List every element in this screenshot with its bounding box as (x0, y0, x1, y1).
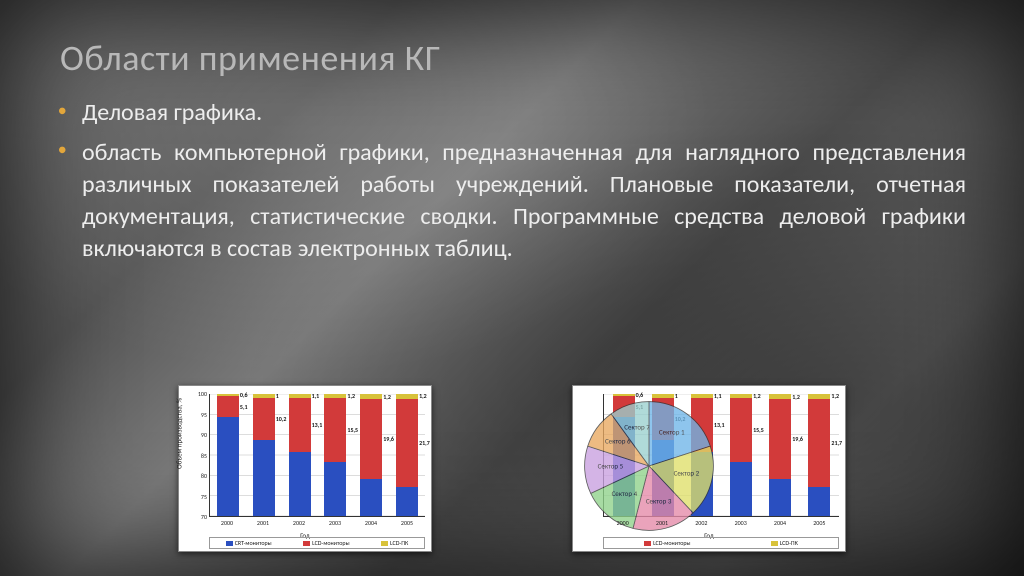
svg-text:Сектор 6: Сектор 6 (605, 436, 631, 445)
slide: Области применения КГ Деловая графика. о… (0, 0, 1024, 576)
svg-text:Сектор 3: Сектор 3 (646, 496, 672, 505)
bullet-1: Деловая графика. (58, 98, 966, 127)
chart-composite: 5,10,610,2113,11,115,51,219,61,221,71,2 … (572, 385, 846, 552)
x-ticks: 200020012002200320042005 (603, 519, 839, 527)
chart-stacked-bar: Объем производства, % 707580859095100 5,… (178, 385, 432, 552)
charts-row: Объем производства, % 707580859095100 5,… (0, 385, 1024, 552)
svg-text:Сектор 7: Сектор 7 (624, 422, 650, 431)
svg-text:Сектор 5: Сектор 5 (598, 461, 624, 470)
bullet-list: Деловая графика. область компьютерной гр… (58, 98, 966, 266)
legend: LCD-мониторыLCD-ПК (603, 537, 839, 549)
pie-overlay: Сектор 1 Сектор 2 Сектор 3 Сектор 4 Сектор 5… (579, 396, 719, 536)
y-ticks: 707580859095100 (193, 394, 207, 517)
bullet-2: область компьютерной графики, предназнач… (58, 137, 966, 266)
gridlines (210, 394, 425, 516)
svg-text:Сектор 4: Сектор 4 (612, 489, 638, 498)
x-ticks: 200020012002200320042005 (209, 519, 425, 527)
svg-text:Сектор 2: Сектор 2 (674, 469, 700, 478)
legend: CRT-мониторыLCD-мониторыLCD-ПК (209, 537, 425, 549)
svg-text:Сектор 1: Сектор 1 (659, 428, 685, 437)
y-axis-label: Объем производства, % (175, 397, 184, 468)
slide-title: Области применения КГ (60, 36, 966, 80)
plot-area: 5,10,610,2113,11,115,51,219,61,221,71,2 (209, 394, 425, 517)
